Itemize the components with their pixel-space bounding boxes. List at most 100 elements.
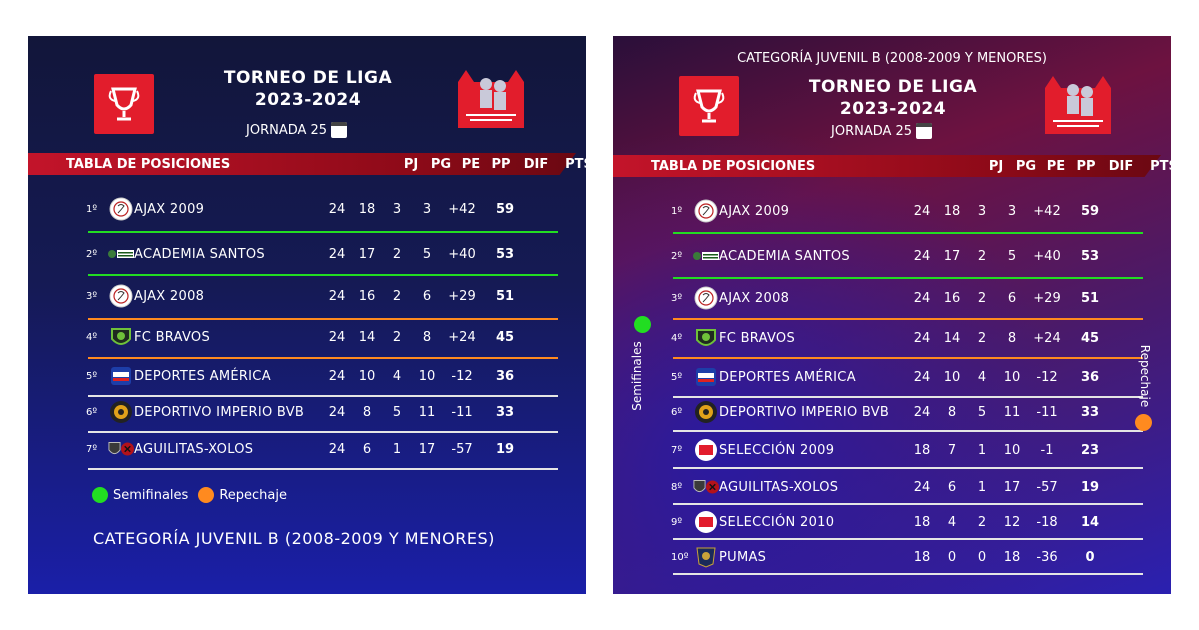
pg-cell: 14 — [358, 329, 376, 345]
table-row: 3º AJAX 2008 24 16 2 6 +29 51 — [671, 280, 1113, 316]
pumas-crest-icon — [693, 546, 719, 568]
team-name-cell: FC BRAVOS — [719, 330, 796, 346]
repechaje-dot-icon — [198, 487, 215, 503]
dif-cell: +24 — [448, 329, 476, 345]
league-logo-icon — [458, 70, 524, 128]
pe-cell: 0 — [977, 549, 987, 565]
tournament-title: TORNEO DE LIGA — [223, 68, 393, 88]
jornada-label: JORNADA 25 — [831, 123, 913, 139]
pp-cell: 17 — [418, 441, 436, 457]
team-name-cell: DEPORTIVO IMPERIO BVB — [134, 404, 305, 420]
position-cell: 4º — [671, 332, 683, 344]
team-name-cell: DEPORTIVO IMPERIO BVB — [719, 404, 890, 420]
pp-cell: 5 — [422, 246, 432, 262]
row-separator — [88, 357, 558, 359]
pp-cell: 17 — [1003, 479, 1021, 495]
pts-cell: 0 — [1085, 549, 1095, 565]
position-cell: 4º — [86, 331, 98, 343]
pg-cell: 16 — [943, 290, 961, 306]
table-row: 2º ACADEMIA SANTOS 24 17 2 5 +40 53 — [671, 238, 1113, 274]
pts-cell: 51 — [495, 288, 515, 304]
row-separator — [88, 231, 558, 233]
header-pp: PP — [491, 156, 511, 172]
row-separator — [673, 573, 1143, 575]
header-pp: PP — [1076, 158, 1096, 174]
pe-cell: 2 — [977, 330, 987, 346]
dif-cell: +40 — [1033, 248, 1061, 264]
pe-cell: 2 — [977, 514, 987, 530]
dif-cell: -12 — [451, 368, 473, 384]
season-title: 2023-2024 — [839, 99, 947, 119]
header-pe: PE — [461, 156, 481, 172]
dif-cell: -11 — [1036, 404, 1058, 420]
pg-cell: 8 — [362, 404, 372, 420]
pts-cell: 59 — [495, 201, 515, 217]
row-separator — [673, 396, 1143, 398]
pts-cell: 53 — [1080, 248, 1100, 264]
dif-cell: +40 — [448, 246, 476, 262]
table-row: 3º AJAX 2008 24 16 2 6 +29 51 — [86, 278, 528, 314]
pp-cell: 18 — [1003, 549, 1021, 565]
dif-cell: +42 — [1033, 203, 1061, 219]
pp-cell: 12 — [1003, 514, 1021, 530]
pp-cell: 6 — [1007, 290, 1017, 306]
position-cell: 9º — [671, 516, 683, 528]
imperio-crest-icon — [693, 401, 719, 423]
table-row: 4º FC BRAVOS 24 14 2 8 +24 45 — [671, 320, 1113, 356]
row-separator — [88, 395, 558, 397]
pj-cell: 24 — [913, 479, 931, 495]
pg-cell: 18 — [943, 203, 961, 219]
row-separator — [88, 318, 558, 320]
cup-logo-icon — [94, 74, 154, 134]
pe-cell: 1 — [977, 442, 987, 458]
position-cell: 8º — [671, 481, 683, 493]
pj-cell: 24 — [913, 290, 931, 306]
pts-cell: 36 — [1080, 369, 1100, 385]
pj-cell: 24 — [913, 404, 931, 420]
position-cell: 6º — [86, 406, 98, 418]
pe-cell: 4 — [977, 369, 987, 385]
row-separator — [673, 357, 1143, 359]
pj-cell: 18 — [913, 514, 931, 530]
pp-cell: 11 — [1003, 404, 1021, 420]
position-cell: 1º — [86, 203, 98, 215]
banner-title: TABLA DE POSICIONES — [651, 158, 816, 174]
dif-cell: -1 — [1040, 442, 1054, 458]
table-row: 7º SELECCIÓN 2009 18 7 1 10 -1 23 — [671, 432, 1113, 468]
cup-logo-icon — [679, 76, 739, 136]
team-name-cell: SELECCIÓN 2009 — [719, 442, 835, 458]
league-logo-icon — [1045, 76, 1111, 134]
pj-cell: 18 — [913, 442, 931, 458]
pg-cell: 16 — [358, 288, 376, 304]
team-name-cell: ACADEMIA SANTOS — [134, 246, 265, 262]
pe-cell: 2 — [392, 288, 402, 304]
aguilitas-crest-icon — [693, 476, 719, 498]
column-headers: PJ PG PE PP DIF PTS — [981, 159, 1171, 174]
ajax-crest-icon — [108, 197, 134, 221]
america-crest-icon — [108, 365, 134, 387]
banner-title: TABLA DE POSICIONES — [66, 156, 231, 172]
pg-cell: 7 — [947, 442, 957, 458]
pg-cell: 6 — [362, 441, 372, 457]
america-crest-icon — [693, 366, 719, 388]
header-pts: PTS — [565, 156, 586, 172]
santos-crest-icon — [693, 245, 719, 267]
table-row: 7º AGUILITAS-XOLOS 24 6 1 17 -57 19 — [86, 431, 528, 467]
row-separator — [673, 430, 1143, 432]
pj-cell: 24 — [328, 404, 346, 420]
legend-semis-label: Semifinales — [113, 487, 189, 503]
pp-cell: 10 — [418, 368, 436, 384]
pg-cell: 0 — [947, 549, 957, 565]
header-pts: PTS — [1150, 158, 1171, 174]
pe-cell: 3 — [977, 203, 987, 219]
pj-cell: 24 — [913, 248, 931, 264]
imperio-crest-icon — [108, 401, 134, 423]
bravos-crest-icon — [693, 327, 719, 349]
pj-cell: 24 — [328, 201, 346, 217]
pp-cell: 6 — [422, 288, 432, 304]
header-pe: PE — [1046, 158, 1066, 174]
pj-cell: 24 — [328, 329, 346, 345]
pts-cell: 51 — [1080, 290, 1100, 306]
pe-cell: 1 — [977, 479, 987, 495]
pe-cell: 1 — [392, 441, 402, 457]
